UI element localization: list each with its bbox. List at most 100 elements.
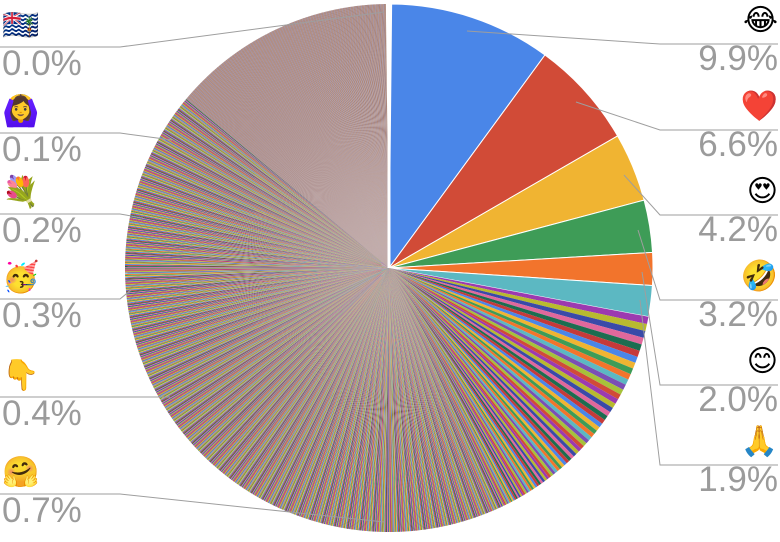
pie-slice-other[interactable] — [389, 268, 476, 518]
pie-slice-other[interactable] — [314, 268, 389, 522]
pie-slice-other[interactable] — [240, 49, 389, 268]
pie-slice-other[interactable] — [132, 202, 389, 268]
pie-slice-other[interactable] — [389, 268, 480, 517]
pie-slice-other[interactable] — [137, 268, 389, 351]
pie-slice-other[interactable] — [389, 268, 567, 466]
pie-slice-other[interactable] — [276, 268, 389, 508]
pie-slice-other[interactable] — [125, 268, 390, 272]
pie-slice-other[interactable] — [389, 268, 437, 528]
pie-slice-other[interactable] — [389, 268, 463, 522]
pie-slice-other[interactable] — [201, 81, 389, 269]
pie-slice-other[interactable] — [182, 268, 389, 434]
pie-slice-other[interactable] — [130, 268, 389, 323]
pie-slice-other[interactable] — [389, 268, 484, 515]
pie-slice-other[interactable] — [326, 11, 389, 268]
pie-slice-other[interactable] — [150, 268, 389, 383]
pie-slice-other[interactable] — [389, 268, 425, 530]
pie-slice-other[interactable] — [321, 12, 389, 269]
pie-slice-other[interactable] — [389, 268, 485, 515]
pie-slice-other[interactable] — [161, 133, 389, 268]
pie-slice-other[interactable] — [186, 97, 389, 268]
pie-slice-other[interactable] — [353, 6, 389, 268]
pie-slice-other[interactable] — [351, 268, 389, 530]
pie-slice-other[interactable] — [155, 268, 389, 393]
pie-slice-other[interactable] — [389, 268, 533, 491]
pie-slice-other[interactable] — [153, 268, 389, 389]
pie-slice-other[interactable] — [242, 48, 389, 268]
pie-slice-other[interactable] — [374, 268, 389, 532]
pie-slice-other[interactable] — [174, 268, 389, 423]
pie-slice-other[interactable] — [156, 142, 389, 268]
pie-slice-other[interactable] — [142, 171, 389, 268]
pie-slice-other[interactable] — [125, 249, 389, 268]
pie-slice-other[interactable] — [146, 163, 389, 268]
pie-slice-other[interactable] — [161, 268, 389, 403]
pie-slice-other[interactable] — [389, 268, 577, 457]
pie-slice-other[interactable] — [304, 17, 389, 269]
pie-slice-other[interactable] — [129, 216, 389, 268]
pie-slice-other[interactable] — [370, 4, 389, 269]
pie-slice-other[interactable] — [146, 268, 389, 373]
pie-slice-other[interactable] — [171, 117, 389, 268]
pie-slice-other[interactable] — [188, 95, 389, 268]
pie-slice-other[interactable] — [271, 31, 389, 268]
pie-slice-other[interactable] — [389, 268, 439, 528]
pie-slice-other[interactable] — [131, 268, 389, 327]
pie-slice-other[interactable] — [203, 268, 389, 457]
pie-slice-other[interactable] — [157, 268, 389, 396]
pie-slice-other[interactable] — [225, 268, 389, 477]
pie-slice-other[interactable] — [144, 166, 389, 268]
pie-slice-other[interactable] — [389, 268, 487, 514]
pie-slice-other[interactable] — [147, 160, 389, 268]
pie-slice-other[interactable] — [325, 11, 389, 269]
pie-slice-other[interactable] — [372, 268, 389, 532]
pie-slice-other[interactable] — [389, 268, 502, 508]
pie-slice-other[interactable] — [186, 98, 389, 269]
pie-slice-other[interactable] — [389, 268, 509, 504]
pie-slice-other[interactable] — [331, 10, 389, 268]
pie-slice-other[interactable] — [389, 268, 469, 520]
pie-slice-other[interactable] — [126, 268, 390, 300]
pie-slice-other[interactable] — [173, 268, 389, 422]
pie-slice-other[interactable] — [250, 43, 389, 268]
pie-slice-other[interactable] — [165, 268, 389, 409]
pie-slice-other[interactable] — [389, 268, 465, 522]
pie-slice-other[interactable] — [333, 268, 389, 527]
pie-slice-other[interactable] — [125, 268, 389, 291]
pie-slice-other[interactable] — [389, 268, 453, 525]
pie-slice-other[interactable] — [212, 71, 389, 269]
pie-slice-other[interactable] — [221, 63, 389, 268]
pie-slice-other[interactable] — [134, 195, 389, 268]
pie-slice-other[interactable] — [265, 268, 389, 502]
pie-slice-other[interactable] — [295, 20, 389, 269]
pie-slice-other[interactable] — [288, 268, 389, 513]
pie-slice-other[interactable] — [293, 21, 389, 269]
pie-slice-other[interactable] — [158, 137, 389, 268]
pie-slice-other[interactable] — [125, 268, 390, 277]
pie-slice-other[interactable] — [174, 268, 389, 424]
pie-slice-other[interactable] — [167, 268, 389, 413]
pie-slice-other[interactable] — [230, 56, 389, 268]
pie-slice-other[interactable] — [369, 4, 389, 268]
pie-slice-other[interactable] — [128, 224, 389, 268]
pie-slice-other[interactable] — [262, 268, 389, 501]
pie-slice-other[interactable] — [318, 268, 389, 523]
pie-slice-other[interactable] — [224, 61, 389, 268]
pie-slice-other[interactable] — [225, 59, 389, 268]
pie-slice-other[interactable] — [219, 65, 389, 268]
pie-slice-other[interactable] — [292, 21, 389, 269]
pie-slice-other[interactable] — [140, 268, 389, 359]
pie-slice-other[interactable] — [124, 267, 389, 269]
pie-slice-other[interactable] — [281, 26, 389, 268]
pie-slice-other[interactable] — [233, 268, 389, 482]
pie-slice-other[interactable] — [208, 74, 389, 268]
pie-slice-other[interactable] — [389, 268, 428, 530]
pie-slice-other[interactable] — [145, 164, 389, 268]
pie-slice-other[interactable] — [389, 268, 433, 529]
pie-slice-other[interactable] — [128, 226, 389, 268]
pie-slice-other[interactable] — [306, 16, 389, 269]
pie-slice-other[interactable] — [128, 227, 390, 268]
pie-slice-other[interactable] — [279, 27, 389, 269]
pie-slice-other[interactable] — [389, 268, 421, 531]
pie-slice-other[interactable] — [241, 48, 389, 269]
